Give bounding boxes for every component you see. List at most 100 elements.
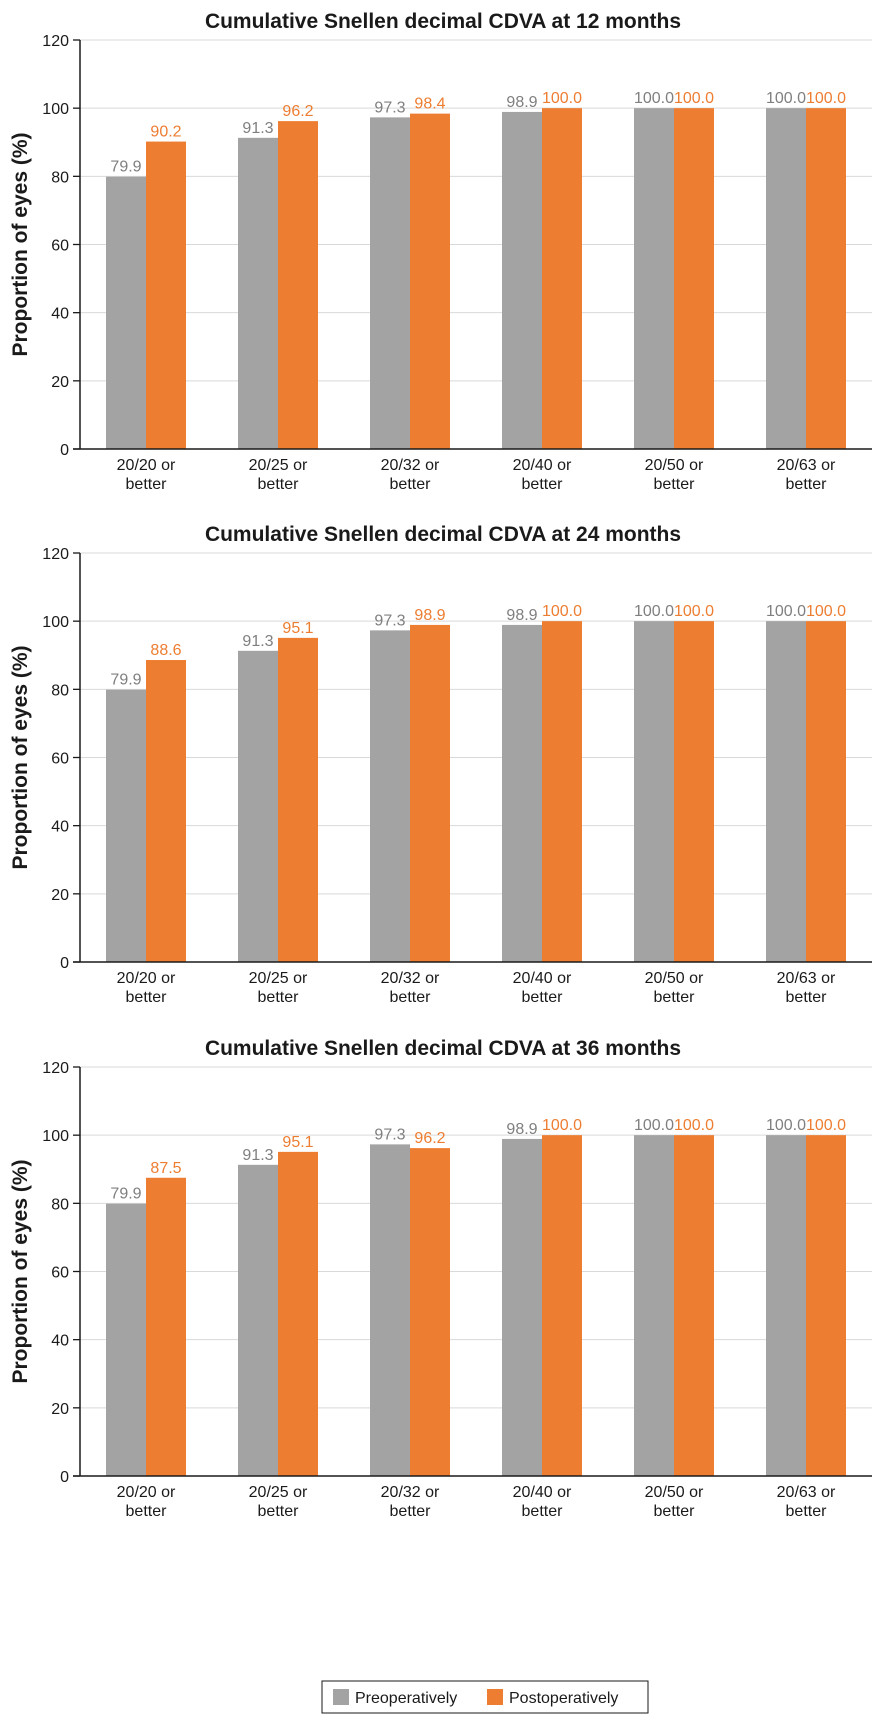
- data-label-preoperatively: 97.3: [374, 612, 405, 629]
- chart-panels: Cumulative Snellen decimal CDVA at 12 mo…: [9, 10, 872, 1520]
- y-tick-label: 20: [51, 887, 69, 904]
- bar-postoperatively-5: [674, 1135, 714, 1476]
- bar-postoperatively-1: [146, 660, 186, 962]
- x-category-label: better: [126, 476, 168, 493]
- data-label-preoperatively: 97.3: [374, 1126, 405, 1143]
- data-label-preoperatively: 91.3: [242, 633, 273, 650]
- data-label-preoperatively: 79.9: [110, 672, 141, 689]
- y-tick-label: 20: [51, 374, 69, 391]
- data-label-preoperatively: 98.9: [506, 607, 537, 624]
- y-axis-label: Proportion of eyes (%): [9, 132, 32, 356]
- data-label-postoperatively: 96.2: [282, 103, 313, 120]
- data-label-postoperatively: 100.0: [674, 603, 714, 620]
- bar-postoperatively-5: [674, 621, 714, 962]
- bar-preoperatively-2: [238, 1164, 278, 1476]
- bar-preoperatively-4: [502, 111, 542, 449]
- legend-label-preoperatively: Preoperatively: [355, 1690, 457, 1707]
- x-category-label: 20/25 or: [249, 1484, 308, 1501]
- data-label-postoperatively: 100.0: [806, 90, 846, 107]
- x-category-label: better: [390, 476, 432, 493]
- bar-preoperatively-5: [634, 108, 674, 450]
- x-category-label: better: [390, 989, 432, 1006]
- data-label-preoperatively: 100.0: [634, 603, 674, 620]
- bar-preoperatively-5: [634, 621, 674, 962]
- chart-title: Cumulative Snellen decimal CDVA at 36 mo…: [205, 1037, 681, 1060]
- data-label-preoperatively: 91.3: [242, 120, 273, 137]
- data-label-postoperatively: 100.0: [806, 1117, 846, 1134]
- y-tick-label: 120: [42, 1060, 69, 1077]
- chart-panel-2: Cumulative Snellen decimal CDVA at 24 mo…: [9, 523, 872, 1006]
- y-tick-label: 80: [51, 1196, 69, 1213]
- x-category-label: 20/63 or: [777, 970, 836, 987]
- legend-label-postoperatively: Postoperatively: [509, 1690, 618, 1707]
- legend-swatch-preoperatively: [333, 1689, 349, 1705]
- x-category-label: better: [786, 1503, 828, 1520]
- x-category-label: 20/32 or: [381, 970, 440, 987]
- data-label-postoperatively: 100.0: [674, 1117, 714, 1134]
- y-tick-label: 60: [51, 1265, 69, 1282]
- x-category-label: better: [126, 989, 168, 1006]
- y-tick-label: 120: [42, 546, 69, 563]
- bar-postoperatively-4: [542, 108, 582, 450]
- data-label-preoperatively: 100.0: [634, 1117, 674, 1134]
- legend-box: [321, 1680, 649, 1714]
- bar-postoperatively-2: [278, 121, 318, 449]
- bar-preoperatively-1: [106, 176, 146, 449]
- data-label-preoperatively: 100.0: [766, 90, 806, 107]
- data-label-postoperatively: 100.0: [542, 1117, 582, 1134]
- y-tick-label: 40: [51, 306, 69, 323]
- x-category-label: better: [258, 476, 300, 493]
- y-tick-label: 60: [51, 751, 69, 768]
- chart-title: Cumulative Snellen decimal CDVA at 24 mo…: [205, 523, 681, 546]
- chart-panel-1: Cumulative Snellen decimal CDVA at 12 mo…: [9, 10, 872, 493]
- x-category-label: better: [126, 1503, 168, 1520]
- bar-postoperatively-1: [146, 141, 186, 449]
- data-label-preoperatively: 79.9: [110, 1186, 141, 1203]
- x-category-label: better: [390, 1503, 432, 1520]
- data-label-postoperatively: 100.0: [806, 603, 846, 620]
- bar-postoperatively-5: [674, 108, 714, 450]
- data-label-postoperatively: 90.2: [150, 124, 181, 141]
- x-category-label: 20/20 or: [117, 970, 176, 987]
- bar-preoperatively-6: [766, 108, 806, 450]
- y-tick-label: 0: [60, 955, 69, 972]
- legend: Preoperatively Postoperatively: [321, 1680, 649, 1714]
- y-tick-label: 0: [60, 1469, 69, 1486]
- x-category-label: 20/50 or: [645, 970, 704, 987]
- data-label-postoperatively: 88.6: [150, 642, 181, 659]
- y-axis-label: Proportion of eyes (%): [9, 1159, 32, 1383]
- bar-postoperatively-3: [410, 113, 450, 450]
- x-category-label: better: [522, 1503, 564, 1520]
- x-category-label: 20/63 or: [777, 457, 836, 474]
- data-label-postoperatively: 87.5: [150, 1160, 181, 1177]
- y-tick-label: 20: [51, 1401, 69, 1418]
- data-label-postoperatively: 100.0: [542, 603, 582, 620]
- y-tick-label: 0: [60, 442, 69, 459]
- y-tick-label: 100: [42, 614, 69, 631]
- bar-postoperatively-6: [806, 108, 846, 450]
- chart-title: Cumulative Snellen decimal CDVA at 12 mo…: [205, 10, 681, 33]
- x-category-label: 20/25 or: [249, 457, 308, 474]
- x-category-label: better: [786, 476, 828, 493]
- data-label-postoperatively: 95.1: [282, 1134, 313, 1151]
- bar-postoperatively-1: [146, 1177, 186, 1476]
- x-category-label: better: [522, 476, 564, 493]
- bar-preoperatively-6: [766, 1135, 806, 1476]
- y-tick-label: 80: [51, 682, 69, 699]
- bar-preoperatively-3: [370, 1144, 410, 1476]
- data-label-preoperatively: 79.9: [110, 159, 141, 176]
- data-label-postoperatively: 95.1: [282, 620, 313, 637]
- x-category-label: 20/40 or: [513, 970, 572, 987]
- x-category-label: better: [654, 1503, 696, 1520]
- data-label-preoperatively: 100.0: [634, 90, 674, 107]
- bar-preoperatively-1: [106, 1203, 146, 1476]
- data-label-postoperatively: 98.9: [414, 607, 445, 624]
- bar-postoperatively-2: [278, 1151, 318, 1476]
- x-category-label: better: [654, 989, 696, 1006]
- bar-preoperatively-4: [502, 624, 542, 962]
- x-category-label: 20/40 or: [513, 1484, 572, 1501]
- data-label-preoperatively: 91.3: [242, 1147, 273, 1164]
- y-tick-label: 40: [51, 819, 69, 836]
- chart-panel-3: Cumulative Snellen decimal CDVA at 36 mo…: [9, 1037, 872, 1520]
